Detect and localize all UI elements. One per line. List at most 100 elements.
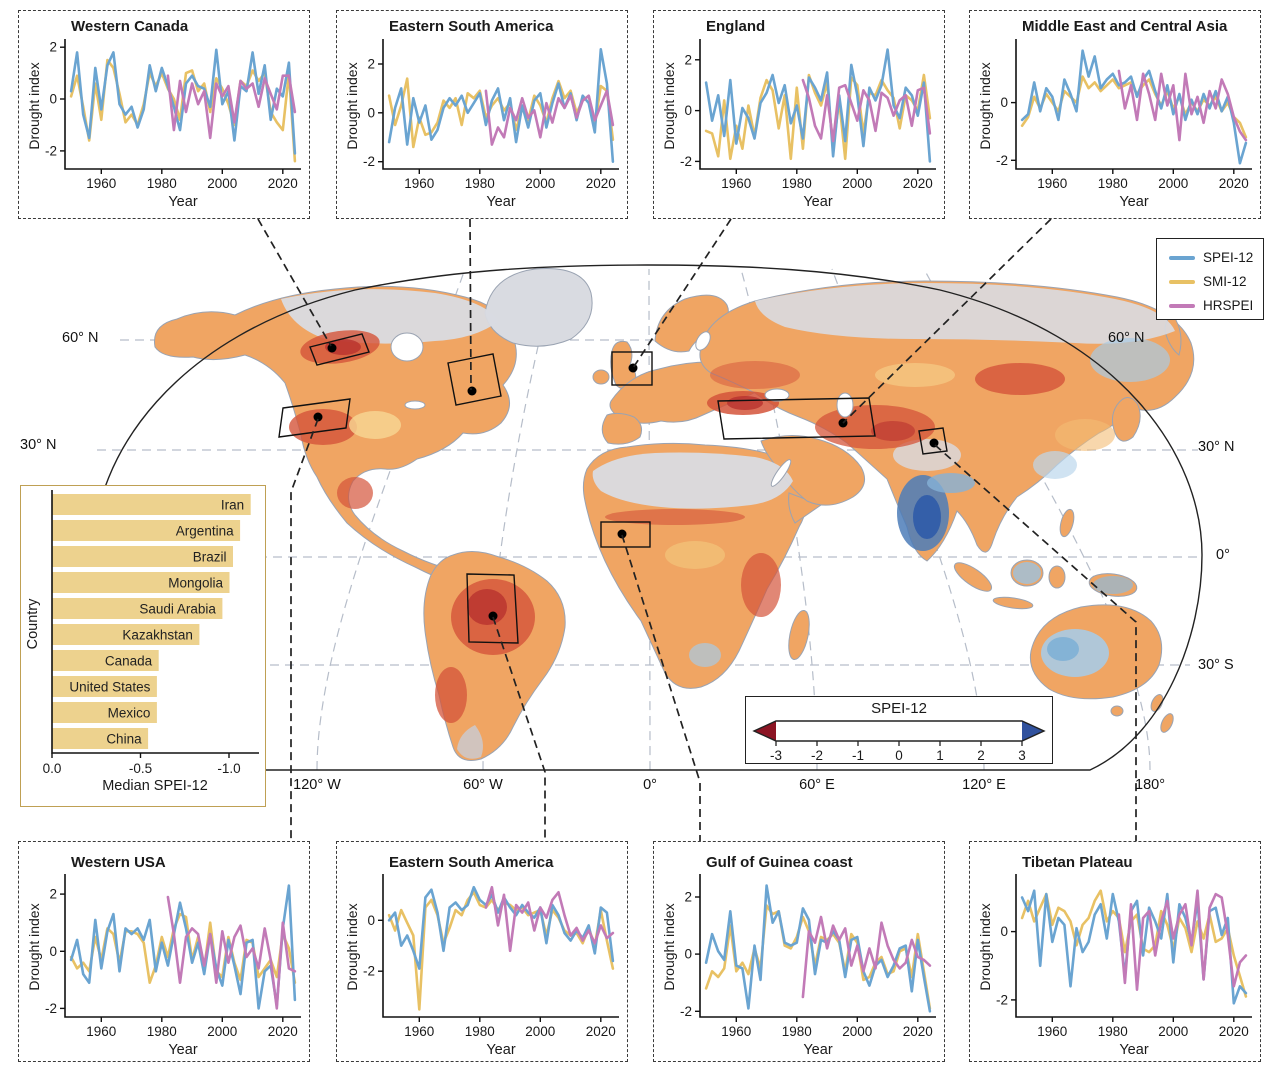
axis-spines — [64, 874, 301, 1018]
colorbar-outline — [752, 720, 1046, 742]
panel-england: England Drought index Year 1960 1980 2000 2… — [653, 10, 945, 219]
panel-title: Eastern South America — [389, 18, 554, 35]
series-line-HRSPEI — [1117, 889, 1248, 991]
lat-label-30n-left: 30° N — [20, 437, 57, 453]
x-tick-label: 1960 — [1037, 176, 1067, 191]
y-tick-label: 2 — [49, 40, 57, 55]
bar — [52, 494, 251, 515]
x-tick-label: 1980 — [1098, 176, 1128, 191]
panel-tibetan-plateau: Tibetan Plateau Drought index Year 1960 1… — [969, 841, 1261, 1062]
x-tick-label: 1980 — [465, 1024, 495, 1039]
x-tick-label: 2020 — [903, 1024, 933, 1039]
y-tick-label: 0 — [49, 944, 57, 959]
x-tick-label: 2020 — [1219, 176, 1249, 191]
spei-colorbar: SPEI-12 -3 -2 -1 0 1 2 3 — [745, 696, 1053, 764]
legend-line-swatch — [1169, 303, 1195, 308]
bar-label: Argentina — [176, 524, 234, 539]
x-axis-label: Year — [803, 1042, 833, 1058]
series-line-SPEI-12 — [69, 48, 297, 155]
line-plot: 1960 1980 2000 2020 0 -2 — [996, 39, 1252, 191]
legend-row: HRSPEI — [1169, 298, 1263, 313]
x-tick-label: 2020 — [586, 1024, 616, 1039]
region-box-middle-east — [717, 397, 876, 440]
lon-label-120e: 120° E — [962, 777, 1006, 793]
lat-label-30n-right: 30° N — [1198, 439, 1235, 455]
y-tick-label: 2 — [49, 887, 57, 902]
x-axis-label: Year — [168, 1042, 198, 1058]
series-line-HRSPEI — [166, 895, 297, 1010]
x-tick-label: 2000 — [1158, 1024, 1188, 1039]
horn-of-africa — [788, 492, 823, 524]
x-tick-label: 2000 — [1158, 176, 1188, 191]
colorbar-tick-label: -2 — [811, 748, 823, 763]
line-plot: 1960 1980 2000 2020 0 -2 — [363, 874, 619, 1039]
x-tick-label: 1980 — [782, 1024, 812, 1039]
colorbar-left-arrow — [754, 721, 776, 741]
legend-line-swatch — [1169, 255, 1195, 260]
panel-title: Eastern South America — [389, 854, 554, 871]
inset-y-axis-label: Country — [25, 598, 41, 650]
bar-label: Saudi Arabia — [139, 602, 216, 617]
y-tick-label: 2 — [367, 57, 375, 72]
lon-label-60w: 60° W — [463, 777, 503, 793]
y-tick-label: 0 — [1000, 95, 1008, 110]
tasmania — [1110, 705, 1124, 717]
madagascar — [788, 609, 810, 661]
inset-x-tick-label: -1.0 — [217, 761, 240, 776]
panel-title: Western Canada — [71, 18, 189, 35]
x-axis-label: Year — [1119, 194, 1149, 210]
series-line-SPEI-12 — [1020, 49, 1248, 165]
series-line-HRSPEI — [801, 78, 932, 143]
y-tick-label: 0 — [49, 92, 57, 107]
bar — [52, 598, 223, 619]
x-tick-label: 2000 — [525, 176, 555, 191]
panel-title: Western USA — [71, 854, 166, 871]
x-tick-label: 2020 — [268, 176, 298, 191]
x-tick-label: 2000 — [842, 1024, 872, 1039]
bar — [52, 520, 241, 541]
bar — [52, 702, 157, 723]
x-tick-label: 2000 — [207, 176, 237, 191]
lon-label-0: 0° — [643, 777, 657, 793]
colorbar-tick-label: 2 — [977, 748, 985, 763]
x-tick-label: 1960 — [86, 1024, 116, 1039]
panel-gulf-of-guinea-coast: Gulf of Guinea coast Drought index Year … — [653, 841, 945, 1062]
region-box-western-canada — [309, 333, 370, 366]
x-tick-label: 1980 — [465, 176, 495, 191]
series-line-HRSPEI — [1117, 69, 1248, 142]
colorbar-scale: -3 -2 -1 0 1 2 3 — [752, 720, 1046, 763]
y-tick-label: -2 — [45, 1001, 57, 1016]
colorbar-tick-label: -3 — [770, 748, 782, 763]
inset-x-tick-label: -0.5 — [129, 761, 152, 776]
series-line-HRSPEI — [801, 915, 932, 999]
lon-label-60e: 60° E — [799, 777, 835, 793]
sumatra — [953, 562, 993, 592]
region-box-western-usa — [278, 398, 351, 438]
axis-spines — [699, 39, 936, 170]
lat-label-30s-right: 30° S — [1198, 657, 1234, 673]
greenland — [484, 268, 593, 347]
inset-x-axis-label: Median SPEI-12 — [102, 778, 208, 794]
y-tick-label: -2 — [996, 992, 1008, 1007]
bar-label: United States — [69, 680, 150, 695]
panel-middle-east-central-asia: Middle East and Central Asia Drought ind… — [969, 10, 1261, 219]
bar-plot: Iran Argentina Brazil Mongolia Saudi Arabia K… — [43, 490, 259, 776]
y-tick-label: -2 — [363, 154, 375, 169]
y-tick-label: 0 — [367, 105, 375, 120]
legend-row: SPEI-12 — [1169, 250, 1263, 265]
x-tick-label: 2020 — [586, 176, 616, 191]
colorbar-tick-label: -1 — [852, 748, 864, 763]
panel-title: England — [706, 18, 766, 35]
y-tick-label: 2 — [684, 890, 692, 905]
y-tick-label: 0 — [367, 913, 375, 928]
region-box-england — [611, 351, 653, 386]
bar-label: Brazil — [193, 550, 227, 565]
country-median-bar-chart: Country Median SPEI-12 Iran Argentina Braz… — [20, 485, 266, 807]
bar-label: China — [106, 732, 142, 747]
x-axis-label: Year — [1119, 1042, 1149, 1058]
